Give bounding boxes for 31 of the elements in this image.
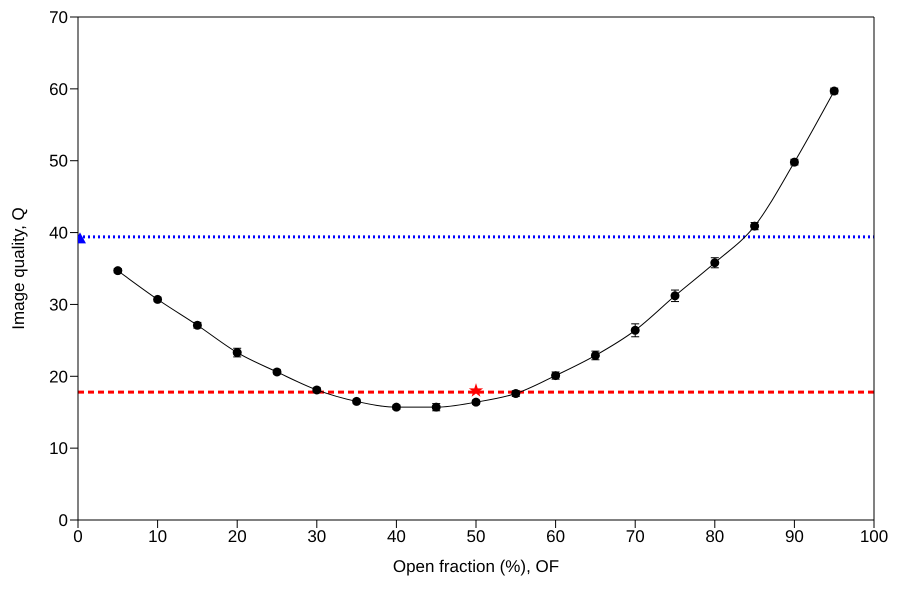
point	[352, 396, 362, 406]
x-tick-label: 20	[228, 527, 247, 546]
point	[630, 326, 640, 335]
y-tick-label: 70	[49, 8, 68, 28]
x-tick-label: 10	[148, 527, 168, 546]
x-tick-label: 40	[386, 527, 406, 546]
x-tick-label: 90	[784, 527, 804, 546]
y-tick-label: 20	[49, 367, 68, 386]
point	[113, 266, 122, 276]
y-tick-label: 30	[49, 295, 68, 314]
point	[670, 291, 680, 300]
x-tick-label: 80	[705, 527, 724, 546]
x-tick-label: 100	[860, 527, 888, 546]
point	[272, 367, 282, 376]
y-tick-label: 60	[49, 80, 68, 99]
y-tick-label: 40	[49, 224, 68, 243]
x-tick-label: 30	[307, 527, 326, 546]
x-tick-label: 60	[546, 527, 566, 546]
point	[153, 294, 162, 304]
point	[392, 402, 401, 412]
y-axis-title: Image quality, Q	[9, 207, 28, 330]
y-tick-label: 50	[49, 152, 68, 171]
x-tick-label: 50	[466, 527, 486, 546]
x-axis-title: Open fraction (%), OF	[392, 557, 560, 576]
y-tick-label: 10	[49, 439, 68, 458]
x-tick-label: 0	[73, 527, 83, 546]
point	[472, 398, 480, 407]
y-tick-label: 0	[58, 511, 68, 530]
x-tick-label: 70	[626, 527, 645, 546]
point	[312, 385, 322, 394]
point	[468, 383, 484, 397]
